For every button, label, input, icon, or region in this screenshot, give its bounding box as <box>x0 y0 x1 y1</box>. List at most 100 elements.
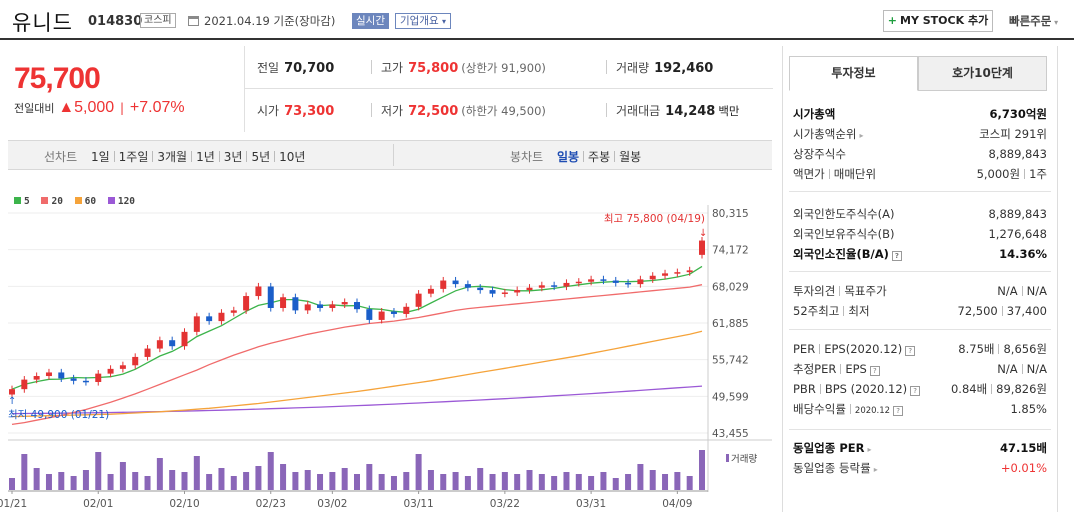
add-mystock-button[interactable]: + MY STOCK 추가 <box>883 10 993 32</box>
foreign-rate-label: 외국인소진율(B/A) <box>793 247 889 261</box>
divider: | <box>120 101 125 115</box>
candle <box>662 273 669 276</box>
tab-5y[interactable]: 5년 <box>251 150 271 164</box>
volume-bar <box>674 472 681 490</box>
candle <box>255 286 262 297</box>
chevron-down-icon: ▾ <box>1051 18 1059 27</box>
info-value: 47.15배 <box>1000 441 1047 455</box>
candle <box>341 302 348 305</box>
candle <box>329 304 336 308</box>
y-tick-label: 74,172 <box>712 245 749 257</box>
candle <box>206 316 213 322</box>
industry-per-row[interactable]: 동일업종 PER ▸ 47.15배 <box>793 438 1047 458</box>
volume-bar <box>206 474 213 490</box>
mystock-label: MY STOCK 추가 <box>900 14 989 27</box>
info-value: 8,889,843 <box>988 147 1047 161</box>
foreign-limit-row: 외국인한도주식수(A) 8,889,843 <box>793 204 1047 224</box>
trade-unit: 1주 <box>1029 167 1047 181</box>
candle <box>243 296 250 311</box>
quick-order-link[interactable]: 빠른주문 ▾ <box>1009 13 1058 29</box>
volume-value: 192,460 <box>654 61 714 76</box>
info-value: +0.01% <box>1000 461 1047 475</box>
tab-monthly[interactable]: 월봉 <box>619 150 642 164</box>
tab-10y[interactable]: 10년 <box>279 150 306 164</box>
candle <box>464 284 471 288</box>
volume-bar <box>378 474 385 490</box>
info-value: 1,276,648 <box>988 227 1047 241</box>
help-icon[interactable]: ? <box>869 366 880 376</box>
volume-bar <box>563 472 570 490</box>
tab-investment-info[interactable]: 투자정보 <box>789 56 918 91</box>
realtime-button[interactable]: 실시간 <box>352 13 389 29</box>
divider <box>1024 169 1026 179</box>
info-label: 시가총액 <box>793 107 836 121</box>
prev-close: 전일 70,700 <box>257 59 334 76</box>
candle <box>575 281 582 284</box>
company-overview-dropdown[interactable]: 기업개요 ▾ <box>395 13 451 29</box>
volume-bar <box>9 478 15 490</box>
help-icon[interactable]: ? <box>891 251 902 261</box>
candle <box>317 304 324 308</box>
industry-rate-row[interactable]: 동일업종 등락률 ▸ +0.01% <box>793 458 1047 478</box>
volume-bar <box>354 474 360 490</box>
info-value: 코스피 291위 <box>979 127 1047 141</box>
divider <box>819 344 821 354</box>
candle <box>551 285 558 287</box>
candle <box>440 280 447 289</box>
eps-value: 8,656원 <box>1003 342 1047 356</box>
tab-1y[interactable]: 1년 <box>196 150 215 164</box>
est-eps-label: EPS <box>845 362 867 376</box>
est-per-label: 추정PER <box>793 362 837 376</box>
info-label: 시가총액순위 ▸ <box>793 124 864 146</box>
help-icon[interactable]: ? <box>910 386 921 396</box>
price-stats: 전일 70,700 고가 75,800 (상한가 91,900) 거래량 192,460… <box>244 46 773 132</box>
w52-low: 37,400 <box>1006 304 1047 318</box>
volume-bar <box>625 474 632 490</box>
candle <box>427 288 434 294</box>
divider <box>583 151 585 162</box>
tab-3y[interactable]: 3년 <box>223 150 243 164</box>
tab-1d[interactable]: 1일 <box>90 150 110 164</box>
stock-header: 유니드 014830 코스피 2021.04.19 기준(장마감) 실시간 기업… <box>0 0 1074 40</box>
tab-weekly[interactable]: 주봉 <box>588 150 611 164</box>
current-price: 75,700 <box>14 62 101 95</box>
candle <box>132 356 139 366</box>
divider <box>991 384 993 394</box>
volume-bar <box>366 464 373 490</box>
info-label: 외국인보유주식수(B) <box>793 227 895 241</box>
volume-bar <box>95 452 102 490</box>
info-label: 상장주식수 <box>793 147 846 161</box>
info-label: 동일업종 등락률 ▸ <box>793 458 878 480</box>
volume-bar <box>132 472 139 490</box>
tab-1w[interactable]: 1주일 <box>118 150 149 164</box>
candle <box>354 302 360 310</box>
volume-bar <box>588 476 595 490</box>
line-chart-tabs: 선차트 1일 1주일 3개월 1년 3년 5년 10년 <box>44 148 305 165</box>
div-label: 배당수익률 <box>793 402 846 416</box>
est-per-row: 추정PER EPS? N/A N/A <box>793 359 1047 379</box>
divider <box>606 103 607 117</box>
volume: 거래량 192,460 <box>616 59 713 76</box>
pbr-value: 0.84배 <box>950 382 988 396</box>
x-tick-label: 02/10 <box>169 498 199 510</box>
tab-3m[interactable]: 3개월 <box>157 150 188 164</box>
cap-rank-row[interactable]: 시가총액순위 ▸ 코스피 291위 <box>793 124 1047 144</box>
candle <box>699 240 705 255</box>
candle <box>489 290 496 294</box>
legend-label: 20 <box>51 196 63 207</box>
help-icon[interactable]: ? <box>905 346 916 356</box>
bps-value: 89,826원 <box>996 382 1047 396</box>
candle <box>193 316 200 332</box>
volume-bar <box>317 474 324 490</box>
candle <box>292 297 299 311</box>
tab-order-book[interactable]: 호가10단계 <box>918 56 1047 91</box>
info-value: 6,730억원 <box>989 107 1047 121</box>
candle <box>70 378 77 381</box>
target-label: 목표주가 <box>844 284 887 298</box>
volume-bar <box>501 472 508 490</box>
tab-daily[interactable]: 일봉 <box>556 150 580 164</box>
info-label: 추정PER EPS? <box>793 359 880 379</box>
candlestick-chart[interactable]: 80,315 74,172 68,029 61,885 55,742 49,599 43,4… <box>0 200 772 512</box>
target-value: N/A <box>1026 284 1047 298</box>
help-icon[interactable]: ? <box>893 406 904 416</box>
